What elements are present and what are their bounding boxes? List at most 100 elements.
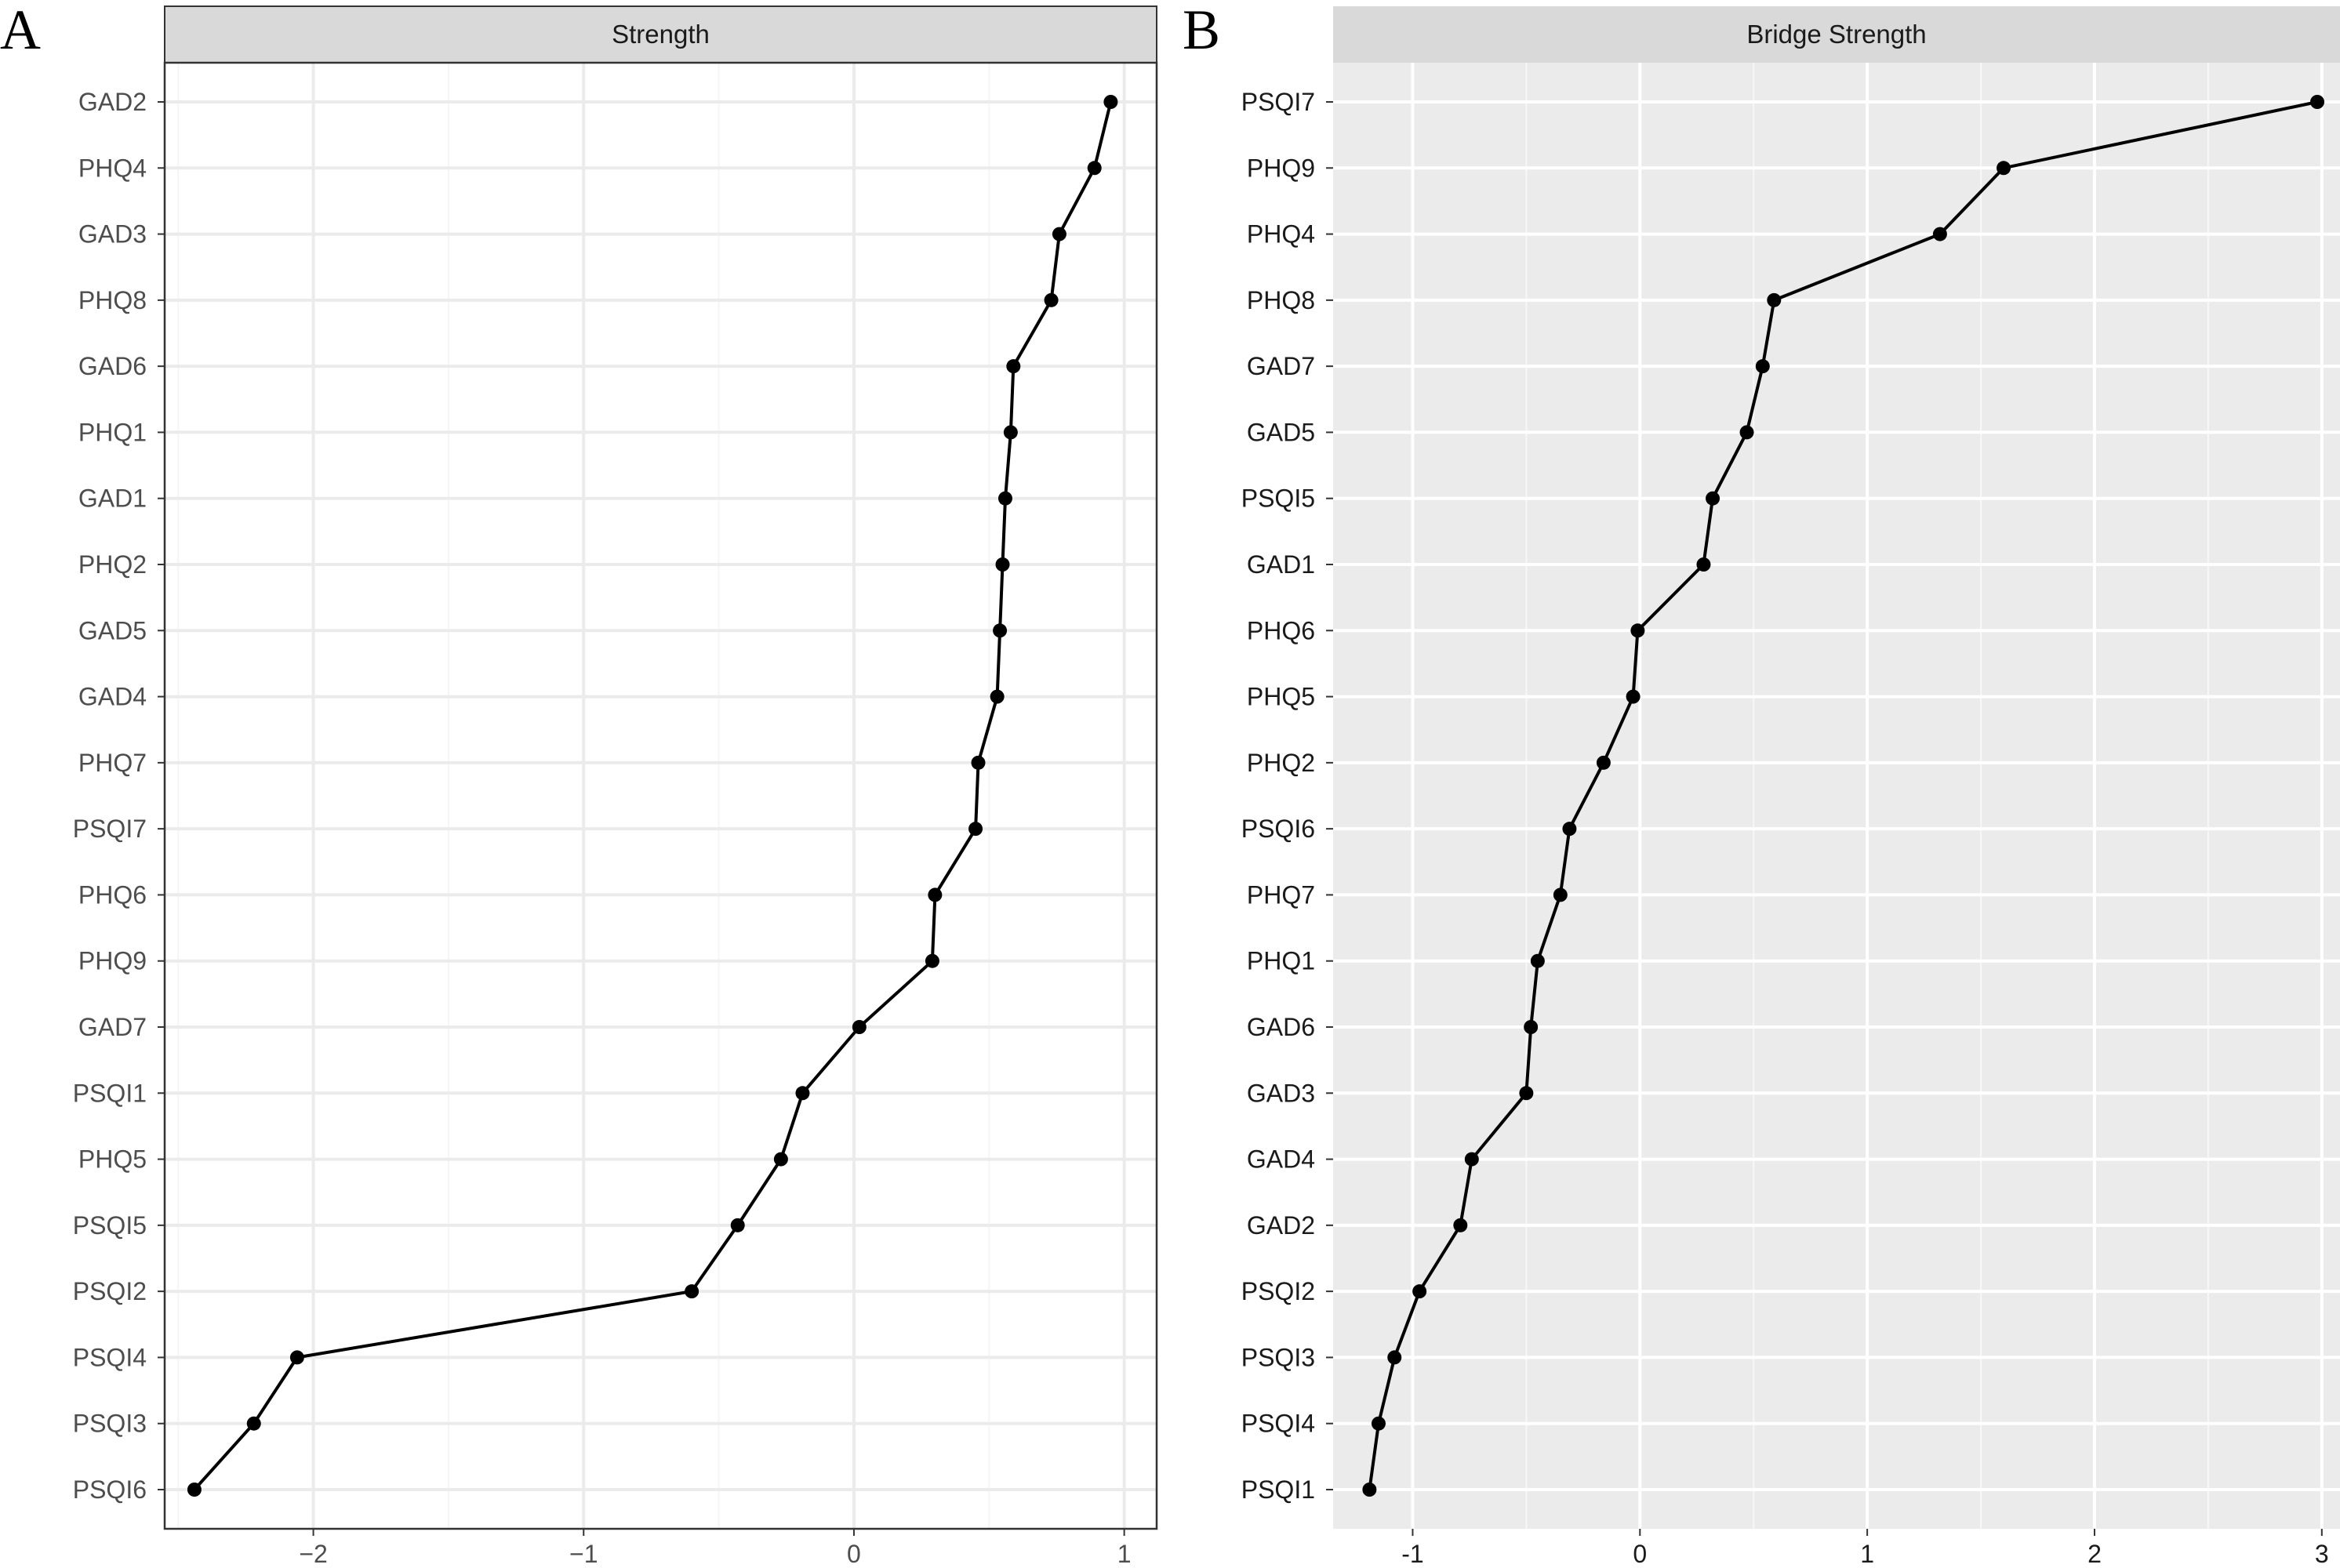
- y-tick-label: PHQ6: [78, 880, 147, 909]
- series-line: [1368, 100, 2318, 1490]
- data-point: [1739, 425, 1754, 440]
- data-point: [1006, 359, 1021, 374]
- strip-background: [164, 5, 1157, 64]
- x-tick-label: −1: [569, 1540, 598, 1568]
- data-point: [1553, 887, 1568, 902]
- y-tick-label: GAD2: [78, 88, 147, 116]
- data-point: [993, 623, 1008, 638]
- strip-title: Strength: [612, 20, 710, 49]
- y-tick-label: PHQ4: [1247, 220, 1315, 249]
- data-point: [971, 755, 986, 770]
- y-tick-label: PHQ8: [1247, 286, 1315, 314]
- y-tick-label: PSQI2: [73, 1277, 147, 1305]
- data-point: [1997, 161, 2011, 176]
- data-point: [1767, 292, 1782, 307]
- data-point: [187, 1483, 202, 1497]
- y-tick-label: GAD4: [1247, 1145, 1315, 1174]
- y-tick-label: PHQ5: [78, 1145, 147, 1174]
- x-tick-label: 0: [847, 1540, 861, 1568]
- data-point: [1696, 557, 1711, 572]
- y-tick-label: PHQ1: [1247, 947, 1315, 975]
- y-tick-label: PSQI6: [1241, 815, 1315, 843]
- series-line: [193, 101, 1113, 1491]
- y-tick-label: PSQI3: [73, 1410, 147, 1438]
- y-tick-label: PSQI5: [73, 1211, 147, 1240]
- x-tick-label: -1: [1401, 1540, 1423, 1568]
- y-tick-label: PHQ2: [78, 550, 147, 579]
- data-point: [1464, 1152, 1479, 1167]
- data-point: [773, 1152, 788, 1167]
- y-tick-label: PHQ9: [78, 947, 147, 975]
- y-tick-label: PSQI1: [1241, 1475, 1315, 1504]
- data-point: [852, 1020, 867, 1034]
- y-tick-label: GAD4: [78, 683, 147, 711]
- y-tick-label: GAD1: [78, 485, 147, 513]
- plot-background: [165, 63, 1157, 1529]
- data-point: [1596, 755, 1611, 770]
- data-point: [1562, 822, 1577, 837]
- y-tick-label: PHQ2: [1247, 749, 1315, 777]
- panel-letter: A: [0, 0, 41, 61]
- panel-b-bridge-strength: B Bridge Strength PSQI7 PHQ9 PHQ4 PHQ8 GAD7 GAD…: [1183, 0, 2340, 1568]
- y-tick-label: GAD5: [78, 616, 147, 644]
- y-tick-label: PHQ7: [78, 749, 147, 777]
- data-point: [1103, 95, 1118, 109]
- data-point: [1362, 1483, 1377, 1497]
- y-tick-label: PSQI5: [1241, 485, 1315, 513]
- x-tick-label: 3: [2315, 1540, 2329, 1568]
- data-point: [685, 1284, 699, 1299]
- data-point: [1626, 689, 1641, 704]
- data-point: [997, 491, 1012, 506]
- y-tick-label: GAD6: [78, 352, 147, 380]
- data-point: [1932, 227, 1947, 241]
- y-tick-label: PSQI7: [73, 815, 147, 843]
- data-point: [925, 953, 939, 968]
- y-tick-label: PHQ1: [78, 418, 147, 446]
- y-tick-label: PSQI7: [1241, 88, 1315, 116]
- panel-letter: B: [1183, 0, 1220, 61]
- y-tick-label: GAD1: [1247, 550, 1315, 579]
- y-tick-label: GAD7: [78, 1013, 147, 1041]
- data-point: [1087, 161, 1102, 176]
- data-point: [995, 557, 1010, 572]
- y-tick-label: PHQ7: [1247, 880, 1315, 909]
- data-point: [1524, 1020, 1539, 1034]
- data-point: [1387, 1350, 1402, 1365]
- x-tick-label: 0: [1633, 1540, 1647, 1568]
- data-point: [1453, 1218, 1468, 1232]
- data-point: [1530, 953, 1545, 968]
- plot-background: [1333, 63, 2340, 1529]
- data-point: [1706, 491, 1720, 506]
- y-tick-label: GAD3: [78, 220, 147, 249]
- y-tick-label: PHQ6: [1247, 616, 1315, 644]
- data-point: [1519, 1086, 1534, 1101]
- data-point: [730, 1218, 745, 1232]
- y-tick-label: PSQI3: [1241, 1343, 1315, 1371]
- x-tick-label: 2: [2087, 1540, 2102, 1568]
- data-point: [1044, 292, 1059, 307]
- y-tick-label: PHQ5: [1247, 683, 1315, 711]
- y-tick-label: GAD5: [1247, 418, 1315, 446]
- data-point: [1371, 1416, 1386, 1431]
- y-tick-label: PHQ9: [1247, 154, 1315, 182]
- y-tick-label: PSQI2: [1241, 1277, 1315, 1305]
- y-tick-label: PSQI1: [73, 1079, 147, 1107]
- y-tick-label: PSQI6: [73, 1475, 147, 1504]
- strip-background: [1333, 6, 2340, 63]
- data-point: [928, 887, 943, 902]
- strip-title: Bridge Strength: [1746, 20, 1926, 49]
- data-point: [1412, 1284, 1427, 1299]
- y-tick-label: GAD2: [1247, 1211, 1315, 1240]
- data-point: [2310, 95, 2325, 109]
- panel-border: [163, 61, 1158, 1530]
- data-point: [289, 1350, 304, 1365]
- data-point: [1755, 359, 1770, 374]
- y-tick-label: GAD7: [1247, 352, 1315, 380]
- data-point: [990, 689, 1005, 704]
- data-point: [968, 822, 983, 837]
- panel-a-strength: A Strength GAD2 PHQ4 GAD3 PHQ8 GAD6 PHQ1 GAD1 PHQ…: [0, 0, 1158, 1568]
- y-tick-label: PSQI4: [1241, 1410, 1315, 1438]
- y-tick-label: GAD6: [1247, 1013, 1315, 1041]
- y-tick-label: PHQ8: [78, 286, 147, 314]
